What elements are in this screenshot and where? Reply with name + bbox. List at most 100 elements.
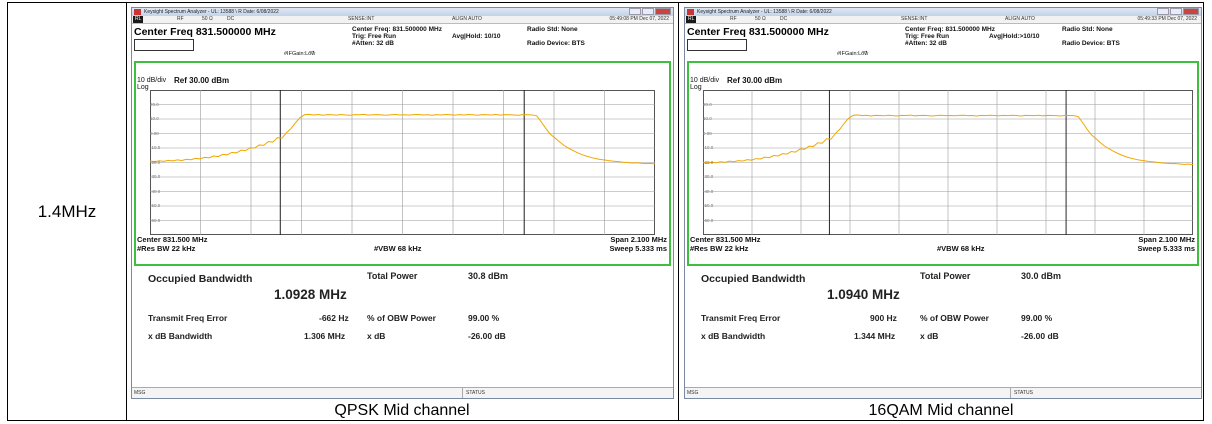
measurement-results: Occupied Bandwidth Total Power 30.8 dBm …	[134, 266, 671, 386]
xdb-value: -26.00 dB	[1021, 331, 1059, 341]
radio-device: Radio Device: BTS	[1062, 40, 1120, 47]
scale-type: Log	[690, 84, 702, 91]
sense-indicator: SENSE:INT	[901, 16, 928, 22]
center-freq-line: Center Freq: 831.500000 MHz	[352, 26, 442, 33]
sweep-settings: Center Freq: 831.500000 MHz Trig: Free R…	[352, 26, 442, 47]
ref-level: Ref 30.00 dBm	[727, 76, 783, 85]
panel-cell-1: Keysight Spectrum Analyzer - UL: 13588 \…	[679, 3, 1203, 420]
spectrum-display[interactable]: 10 dB/div Log Ref 30.00 dBm 20.0 10.0 0.00…	[687, 61, 1199, 266]
y-tick-label: -30.0	[150, 174, 161, 179]
coupling-indicator: DC	[780, 16, 788, 22]
status-bar: MSG STATUS	[685, 387, 1201, 398]
radio-std: Radio Std: None	[1062, 26, 1113, 33]
spectrum-trace	[703, 114, 1193, 166]
y-tick-label: -10.0	[703, 145, 714, 150]
y-tick-label: -20.0	[150, 159, 161, 165]
xdb-bw-value: 1.306 MHz	[304, 331, 346, 341]
freq-error-label: Transmit Freq Error	[148, 313, 228, 323]
y-tick-label: -30.0	[703, 174, 714, 179]
spectrum-display[interactable]: 10 dB/div Log Ref 30.00 dBm 20.0 10.0 0.00…	[134, 61, 671, 266]
instrument-status-strip: RL RF 50 Ω DC SENSE:INT ALIGN AUTO 05:49…	[132, 16, 673, 24]
trigger-line: Trig: Free Run	[905, 33, 950, 40]
datetime: 05:49:33 PM Dec 07, 2022	[1137, 16, 1198, 22]
instrument-status-strip: RL RF 50 Ω DC SENSE:INT ALIGN AUTO 05:49…	[685, 16, 1201, 24]
rl-indicator: RL	[133, 16, 144, 23]
total-power-value: 30.8 dBm	[468, 271, 509, 281]
y-tick-label: -40.0	[150, 188, 161, 194]
span: Span 2.100 MHz	[610, 235, 667, 244]
center-freq-main[interactable]: Center Freq 831.500000 MHz	[134, 26, 276, 38]
bandwidth-label: 1.4MHz	[8, 3, 127, 420]
y-tick-label: -10.0	[150, 145, 161, 150]
total-power-value: 30.0 dBm	[1021, 271, 1062, 281]
analyzer-window: Keysight Spectrum Analyzer - UL: 13588 \…	[684, 7, 1202, 399]
input-box[interactable]	[687, 39, 747, 51]
measurement-results: Occupied Bandwidth Total Power 30.0 dBm …	[687, 266, 1199, 386]
minimize-icon[interactable]	[1157, 8, 1169, 15]
radio-device: Radio Device: BTS	[527, 40, 585, 47]
maximize-icon[interactable]	[642, 8, 654, 15]
y-tick-label: 10.0	[703, 116, 712, 121]
y-tick-label: -50.0	[703, 203, 714, 208]
status-area: STATUS	[1010, 388, 1033, 398]
xdb-label: x dB	[920, 331, 939, 341]
y-tick-label: -20.0	[703, 159, 714, 165]
if-gain: #IFGain:Low	[284, 51, 316, 57]
y-tick-label: 20.0	[703, 101, 712, 107]
spectrum-svg	[703, 90, 1193, 235]
window-controls	[629, 8, 671, 16]
occupied-bw-value: 1.0940 MHz	[827, 287, 900, 302]
vbw: #VBW 68 kHz	[937, 244, 985, 253]
center-freq-line: Center Freq: 831.500000 MHz	[905, 26, 995, 33]
window-title: Keysight Spectrum Analyzer - UL: 13588 \…	[144, 9, 279, 15]
msg-area: MSG	[687, 390, 699, 396]
close-icon[interactable]	[655, 8, 671, 15]
spectrum-plot[interactable]: 20.0 10.0 0.00 -10.0 -20.0 -30.0 -40.0 -50.0 -60…	[150, 90, 655, 235]
res-bw: #Res BW 22 kHz	[137, 244, 196, 253]
rf-indicator: RF	[730, 16, 737, 22]
center-freq-main[interactable]: Center Freq 831.500000 MHz	[687, 26, 829, 38]
obw-power-label: % of OBW Power	[920, 313, 989, 323]
obw-power-value: 99.00 %	[468, 313, 500, 323]
scale-label: 10 dB/div Log	[137, 77, 166, 91]
window-title: Keysight Spectrum Analyzer - UL: 13588 \…	[697, 9, 832, 15]
window-titlebar: Keysight Spectrum Analyzer - UL: 13588 \…	[685, 8, 1201, 16]
minimize-icon[interactable]	[629, 8, 641, 15]
freq-error-value: 900 Hz	[870, 313, 897, 323]
rf-indicator: RF	[177, 16, 184, 22]
scale-type: Log	[137, 84, 149, 91]
analyzer-window: Keysight Spectrum Analyzer - UL: 13588 \…	[131, 7, 674, 399]
sweep-time: Sweep 5.333 ms	[609, 244, 667, 253]
xdb-bw-value: 1.344 MHz	[854, 331, 896, 341]
spectrum-plot[interactable]: 20.0 10.0 0.00 -10.0 -20.0 -30.0 -40.0 -50.0 -60…	[703, 90, 1193, 235]
sense-indicator: SENSE:INT	[348, 16, 375, 22]
msg-area: MSG	[134, 390, 146, 396]
status-bar: MSG STATUS	[132, 387, 673, 398]
arrow-icon: →	[307, 45, 316, 55]
occupied-bw-label: Occupied Bandwidth	[701, 273, 806, 285]
app-icon	[134, 9, 141, 15]
sweep-time: Sweep 5.333 ms	[1137, 244, 1195, 253]
panel-caption: 16QAM Mid channel	[868, 402, 1014, 419]
rl-indicator: RL	[686, 16, 697, 23]
window-controls	[1157, 8, 1199, 16]
radio-settings: Radio Std: None Radio Device: BTS	[527, 26, 585, 47]
atten-line: #Atten: 32 dB	[352, 40, 394, 47]
if-gain: #IFGain:Low	[837, 51, 869, 57]
xdb-label: x dB	[367, 331, 386, 341]
input-box[interactable]	[134, 39, 194, 51]
impedance-indicator: 50 Ω	[755, 16, 766, 22]
close-icon[interactable]	[1183, 8, 1199, 15]
res-bw: #Res BW 22 kHz	[690, 244, 749, 253]
ref-level: Ref 30.00 dBm	[174, 76, 230, 85]
obw-power-label: % of OBW Power	[367, 313, 436, 323]
occupied-bw-label: Occupied Bandwidth	[148, 273, 253, 285]
status-area: STATUS	[462, 388, 485, 398]
atten-line: #Atten: 32 dB	[905, 40, 947, 47]
sweep-settings: Center Freq: 831.500000 MHz Trig: Free R…	[905, 26, 995, 47]
center-footer: Center 831.500 MHz	[137, 235, 208, 244]
panel-cell-0: Keysight Spectrum Analyzer - UL: 13588 \…	[126, 3, 679, 420]
span: Span 2.100 MHz	[1138, 235, 1195, 244]
maximize-icon[interactable]	[1170, 8, 1182, 15]
freq-error-value: -662 Hz	[319, 313, 349, 323]
